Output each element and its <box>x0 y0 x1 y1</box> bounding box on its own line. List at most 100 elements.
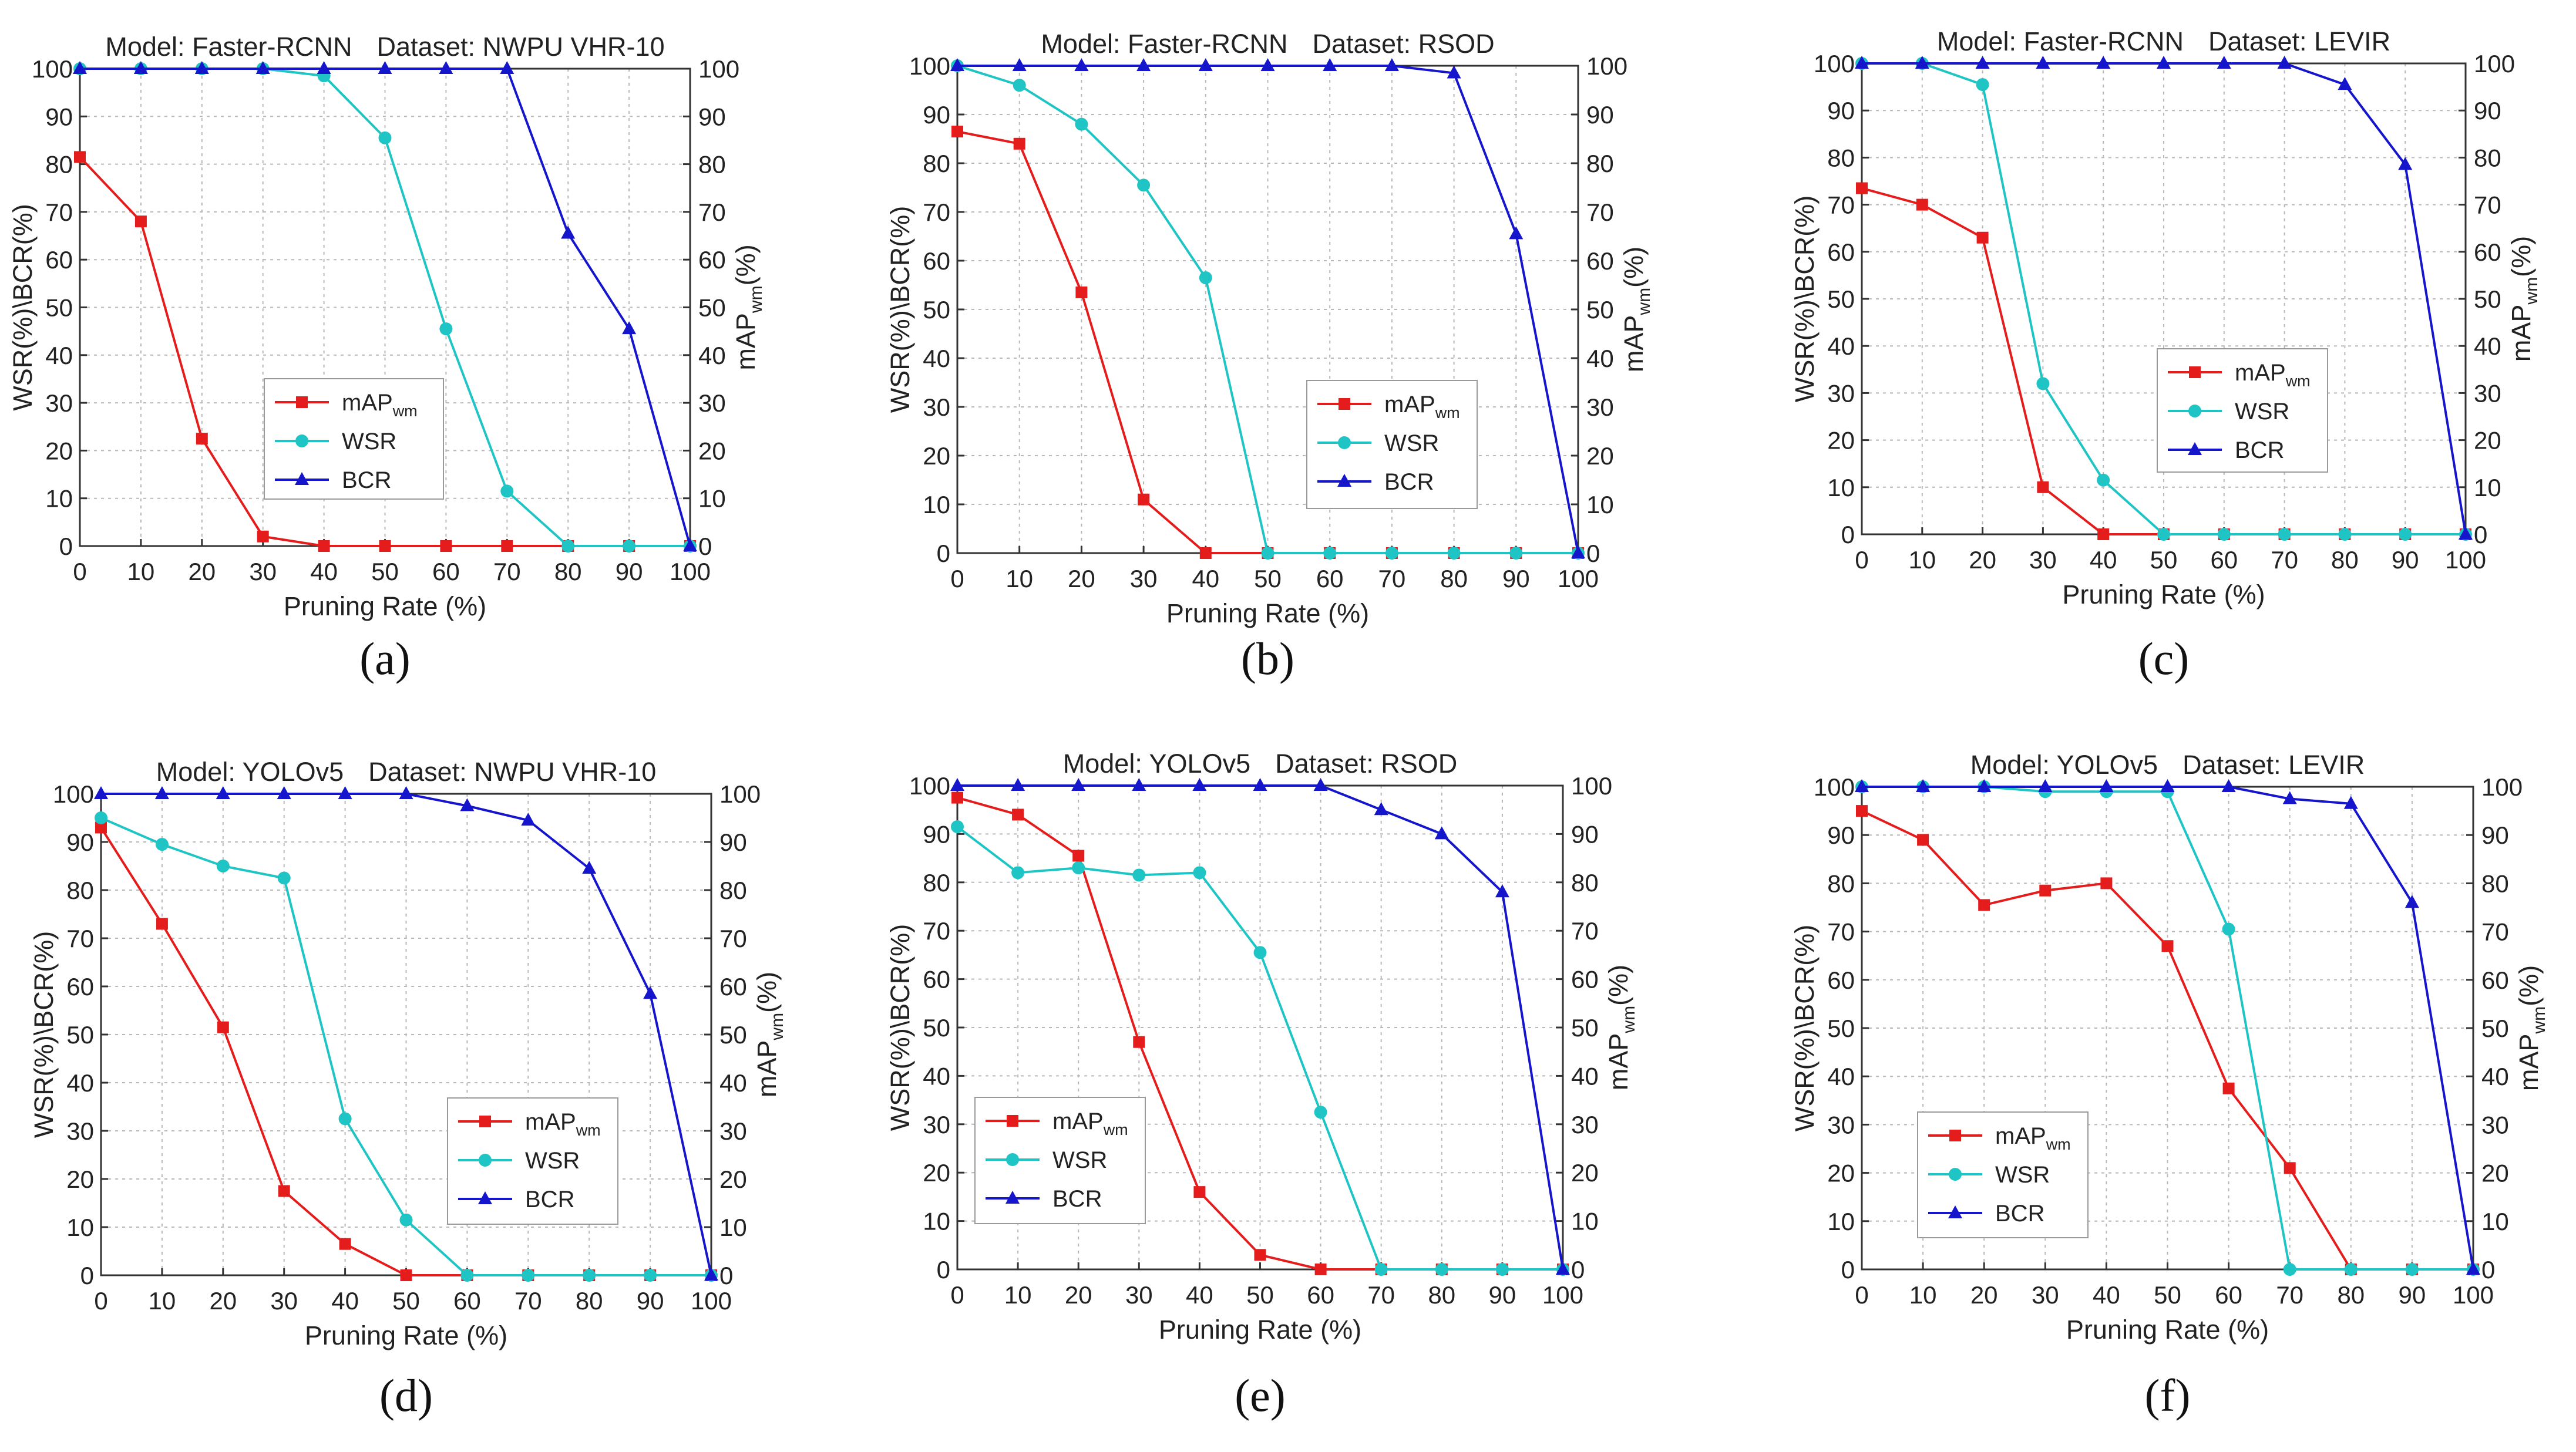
legend-label-BCR: BCR <box>525 1187 574 1212</box>
legend-label-main: mAP <box>342 390 393 416</box>
y-tick-label-right: 30 <box>698 389 726 417</box>
panel-caption: (d) <box>379 1370 433 1421</box>
y-axis-label-right-tail: (%) <box>752 972 782 1013</box>
data-point-mAP_wm <box>156 918 168 930</box>
y-tick-label-left: 100 <box>909 772 950 800</box>
y-axis-label-right-tail: (%) <box>2506 236 2536 277</box>
data-point-mAP_wm <box>1199 547 1212 559</box>
y-tick-label-right: 80 <box>1571 869 1599 897</box>
data-point-BCR <box>378 61 392 74</box>
y-tick-label-left: 10 <box>923 491 950 518</box>
legend-marker-mAP_wm <box>2189 366 2201 378</box>
y-tick-label-right: 90 <box>2481 821 2509 849</box>
y-tick-label-right: 20 <box>2474 427 2501 454</box>
y-tick-label-left: 60 <box>66 973 94 1000</box>
y-tick-label-right: 40 <box>2474 332 2501 360</box>
legend-label-main: WSR <box>1052 1147 1107 1173</box>
legend-label-main: BCR <box>342 467 391 493</box>
data-point-mAP_wm <box>278 1185 290 1197</box>
y-tick-label-right: 50 <box>1586 296 1614 324</box>
y-tick-label-right: 50 <box>2474 285 2501 313</box>
y-axis-label-right-tail: (%) <box>1603 965 1633 1006</box>
data-point-BCR <box>1571 545 1585 558</box>
data-point-BCR <box>1509 226 1524 240</box>
x-tick-label: 90 <box>1502 565 1530 592</box>
data-point-BCR <box>2036 56 2050 69</box>
legend-marker-WSR <box>1006 1153 1019 1166</box>
x-tick-label: 30 <box>249 558 277 585</box>
legend-label-WSR: WSR <box>1052 1147 1107 1173</box>
legend-label-BCR: BCR <box>1052 1186 1102 1212</box>
y-tick-label-left: 0 <box>937 540 950 567</box>
x-tick-label: 80 <box>554 558 582 585</box>
data-point-WSR <box>1314 1106 1327 1119</box>
y-tick-label-right: 30 <box>2474 379 2501 407</box>
y-tick-label-left: 60 <box>45 246 73 274</box>
y-tick-label-right: 100 <box>698 55 739 83</box>
data-point-BCR <box>1855 56 1869 69</box>
legend-label-WSR: WSR <box>525 1148 580 1174</box>
legend-marker-WSR <box>479 1154 492 1167</box>
data-point-BCR <box>73 61 87 74</box>
x-tick-label: 80 <box>576 1287 603 1315</box>
legend-label-BCR: BCR <box>1384 469 1434 495</box>
legend: mAPwm WSR BCR <box>2157 348 2328 473</box>
y-axis-label-right-sub: wm <box>746 285 766 314</box>
data-point-mAP_wm <box>1976 231 1989 244</box>
data-point-BCR <box>1384 58 1399 71</box>
y-tick-label-right: 40 <box>1571 1062 1599 1090</box>
x-tick-label: 40 <box>331 1287 359 1315</box>
data-point-mAP_wm <box>440 540 452 552</box>
legend-label-BCR: BCR <box>2235 437 2284 463</box>
data-point-BCR <box>1012 58 1027 71</box>
x-axis-label: Pruning Rate (%) <box>305 1320 507 1350</box>
x-tick-label: 20 <box>1969 546 1996 574</box>
legend-label-WSR: WSR <box>1995 1162 2050 1188</box>
data-point-WSR <box>1199 271 1212 285</box>
data-point-BCR <box>338 786 352 799</box>
data-point-BCR <box>2338 77 2352 90</box>
y-tick-label-left: 10 <box>1827 474 1855 501</box>
data-point-BCR <box>1975 56 1990 69</box>
data-point-mAP_wm <box>2161 940 2174 952</box>
data-point-WSR <box>378 131 392 144</box>
data-point-WSR <box>2338 528 2352 541</box>
x-tick-label: 10 <box>127 558 155 585</box>
y-tick-label-left: 20 <box>923 1159 950 1187</box>
y-tick-label-right: 50 <box>719 1021 747 1049</box>
data-point-mAP_wm <box>951 791 963 804</box>
x-tick-label: 50 <box>2154 1281 2181 1309</box>
y-tick-label-left: 60 <box>1827 966 1855 994</box>
x-tick-label: 60 <box>2215 1281 2242 1309</box>
chart-title-model: Model: Faster-RCNN <box>1937 26 2184 56</box>
y-tick-label-left: 40 <box>66 1069 94 1097</box>
legend-label-main: BCR <box>1384 469 1434 495</box>
y-tick-label-right: 60 <box>1571 966 1599 993</box>
legend-label-WSR: WSR <box>1384 430 1439 456</box>
x-tick-label: 70 <box>493 558 521 585</box>
y-tick-label-right: 40 <box>1586 345 1614 372</box>
x-tick-label: 70 <box>1378 565 1406 592</box>
chart-title: Model: Faster-RCNN Dataset: LEVIR <box>1937 26 2390 56</box>
y-axis-label-left: WSR(%)\BCR(%) <box>29 931 59 1138</box>
chart-title-dataset: Dataset: RSOD <box>1275 749 1457 779</box>
y-axis-label-right: mAPwm(%) <box>2506 236 2541 362</box>
y-tick-label-left: 50 <box>45 294 73 322</box>
y-tick-label-left: 80 <box>1827 870 1855 897</box>
y-tick-label-left: 20 <box>66 1165 94 1193</box>
data-point-mAP_wm <box>1978 899 1990 911</box>
y-axis-label-right-main: mAP <box>2514 1034 2544 1091</box>
y-tick-label-left: 30 <box>1827 379 1855 407</box>
chart-title: Model: YOLOv5 Dataset: RSOD <box>1063 749 1457 779</box>
legend-label-main: BCR <box>1995 1201 2044 1227</box>
data-point-BCR <box>1253 778 1267 791</box>
chart-title: Model: YOLOv5 Dataset: NWPU VHR-10 <box>156 757 656 787</box>
data-point-BCR <box>1132 778 1146 791</box>
x-axis-label: Pruning Rate (%) <box>2062 580 2265 609</box>
y-tick-label-right: 50 <box>698 294 726 322</box>
series-BCR <box>94 786 718 1281</box>
data-point-WSR <box>439 322 453 336</box>
series-BCR <box>73 61 697 551</box>
